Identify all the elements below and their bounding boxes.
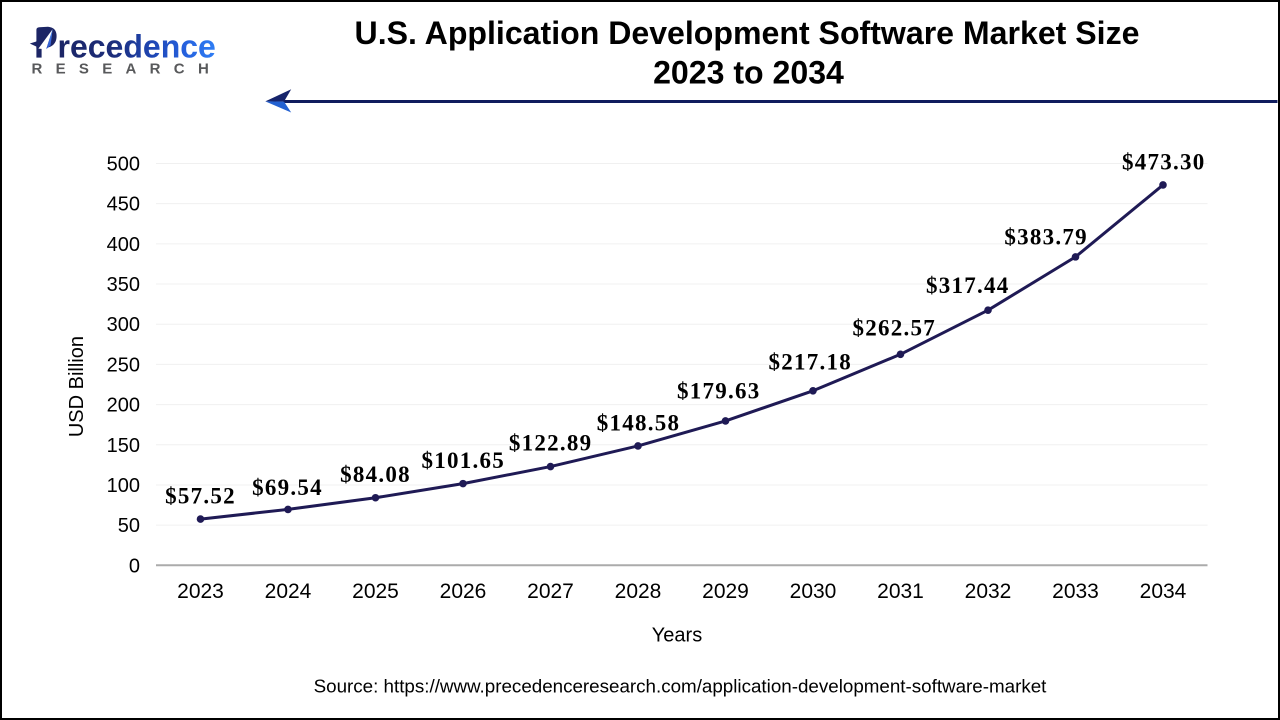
svg-text:Source: https://www.precedence: Source: https://www.precedenceresearch.c… <box>314 676 1048 697</box>
svg-text:250: 250 <box>107 354 140 376</box>
svg-text:100: 100 <box>107 475 140 497</box>
svg-text:$262.57: $262.57 <box>852 315 936 340</box>
svg-text:400: 400 <box>107 234 140 256</box>
svg-text:2028: 2028 <box>615 580 662 603</box>
svg-text:$101.65: $101.65 <box>422 448 506 473</box>
svg-text:2032: 2032 <box>965 580 1012 603</box>
svg-text:2034: 2034 <box>1140 580 1187 603</box>
svg-text:500: 500 <box>107 154 140 176</box>
svg-text:U.S. Application Development S: U.S. Application Development Software Ma… <box>355 15 1140 51</box>
svg-text:2023 to 2034: 2023 to 2034 <box>653 54 844 90</box>
svg-text:200: 200 <box>107 395 140 417</box>
svg-text:150: 150 <box>107 435 140 457</box>
svg-text:2029: 2029 <box>702 580 749 603</box>
svg-text:$383.79: $383.79 <box>1004 225 1088 250</box>
svg-text:0: 0 <box>129 555 140 577</box>
svg-text:$122.89: $122.89 <box>509 431 593 456</box>
svg-text:2030: 2030 <box>790 580 837 603</box>
svg-text:350: 350 <box>107 274 140 296</box>
svg-text:recedence: recedence <box>58 29 216 65</box>
svg-text:$57.52: $57.52 <box>165 483 236 508</box>
svg-text:50: 50 <box>118 515 140 537</box>
svg-text:2024: 2024 <box>265 580 312 603</box>
svg-text:Years: Years <box>652 625 702 647</box>
svg-text:USD Billion: USD Billion <box>66 336 88 437</box>
svg-text:2031: 2031 <box>877 580 924 603</box>
svg-text:2025: 2025 <box>352 580 399 603</box>
svg-text:$317.44: $317.44 <box>926 273 1010 298</box>
svg-text:2023: 2023 <box>177 580 224 603</box>
svg-text:RESEARCH: RESEARCH <box>32 61 223 78</box>
svg-text:2033: 2033 <box>1052 580 1099 603</box>
svg-text:$84.08: $84.08 <box>340 462 411 487</box>
svg-text:$217.18: $217.18 <box>769 350 853 375</box>
svg-text:$148.58: $148.58 <box>597 411 681 436</box>
svg-text:2027: 2027 <box>527 580 574 603</box>
svg-text:$69.54: $69.54 <box>252 475 323 500</box>
svg-text:2026: 2026 <box>440 580 487 603</box>
svg-text:$179.63: $179.63 <box>677 379 761 404</box>
svg-text:$473.30: $473.30 <box>1122 149 1206 174</box>
svg-text:450: 450 <box>107 194 140 216</box>
svg-text:300: 300 <box>107 314 140 336</box>
